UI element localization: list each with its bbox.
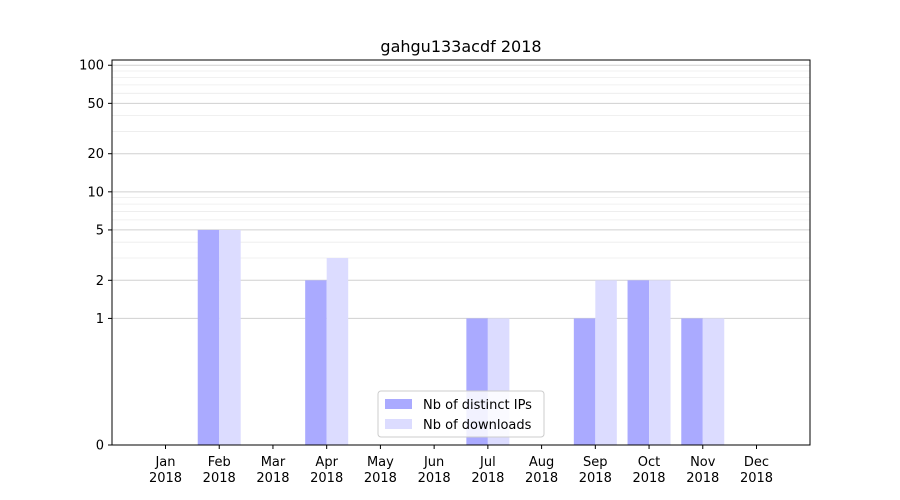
y-tick-label: 2 xyxy=(96,274,104,289)
x-tick-label-year: 2018 xyxy=(471,471,504,486)
bar-downloads xyxy=(649,280,671,445)
x-tick-label-month: Jan xyxy=(154,455,175,470)
y-tick-label: 20 xyxy=(87,147,104,162)
x-tick-label-year: 2018 xyxy=(310,471,343,486)
bars xyxy=(197,229,725,445)
x-tick-label-month: Sep xyxy=(583,455,608,470)
x-tick-label-year: 2018 xyxy=(203,471,236,486)
x-tick-label-month: Apr xyxy=(315,455,338,470)
bar-downloads xyxy=(326,258,349,445)
plot-frame xyxy=(111,59,811,446)
x-tick-label-month: Jul xyxy=(479,455,496,470)
x-tick-label-year: 2018 xyxy=(579,471,612,486)
y-tick-label: 10 xyxy=(87,185,104,200)
y-tick-label: 1 xyxy=(96,312,104,327)
x-tick-label-year: 2018 xyxy=(632,471,665,486)
x-tick-label-year: 2018 xyxy=(256,471,289,486)
x-tick-label-month: May xyxy=(367,455,394,470)
y-tick-label: 50 xyxy=(87,97,104,112)
bar-distinct-ips xyxy=(681,318,703,445)
x-tick-label-month: Mar xyxy=(261,455,286,470)
x-tick-label-year: 2018 xyxy=(525,471,558,486)
y-axis: 0 1 2 5 10 20 50 100 xyxy=(79,59,112,454)
x-tick-label-year: 2018 xyxy=(418,471,451,486)
x-tick-label-year: 2018 xyxy=(364,471,397,486)
bar-distinct-ips xyxy=(305,280,327,445)
x-axis: Jan2018Feb2018Mar2018Apr2018May2018Jun20… xyxy=(149,445,773,486)
legend-swatch xyxy=(385,399,412,409)
y-tick-label: 100 xyxy=(79,59,104,74)
bar-distinct-ips xyxy=(573,318,596,445)
y-tick-label: 5 xyxy=(96,223,104,238)
x-tick-label-year: 2018 xyxy=(149,471,182,486)
bar-downloads xyxy=(702,318,725,445)
legend-swatch xyxy=(385,419,412,429)
legend-box xyxy=(377,390,545,438)
bar-downloads xyxy=(219,229,241,445)
legend: Nb of distinct IPs Nb of downloads xyxy=(377,390,545,438)
bar-downloads xyxy=(595,280,617,445)
x-tick-label-year: 2018 xyxy=(740,471,773,486)
x-tick-label-month: Nov xyxy=(690,455,716,470)
bar-distinct-ips xyxy=(197,229,220,445)
chart-title: gahgu133acdf 2018 xyxy=(380,37,541,56)
y-tick-label: 0 xyxy=(96,439,104,454)
legend-label: Nb of downloads xyxy=(423,418,532,433)
x-tick-label-year: 2018 xyxy=(686,471,719,486)
x-tick-label-month: Aug xyxy=(529,455,554,470)
x-tick-label-month: Jun xyxy=(423,455,444,470)
bar-distinct-ips xyxy=(627,280,650,445)
x-tick-label-month: Feb xyxy=(208,455,231,470)
x-tick-label-month: Oct xyxy=(638,455,660,470)
x-tick-label-month: Dec xyxy=(744,455,769,470)
legend-label: Nb of distinct IPs xyxy=(423,398,532,413)
